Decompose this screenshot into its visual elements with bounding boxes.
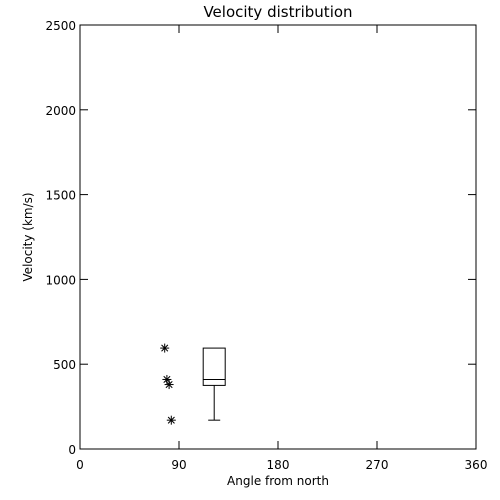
y-axis-label: Velocity (km/s) bbox=[21, 192, 35, 281]
data-point-stroke bbox=[167, 416, 175, 424]
data-point-stroke bbox=[163, 375, 171, 383]
y-tick-label: 1000 bbox=[45, 273, 76, 287]
data-point bbox=[164, 380, 174, 390]
x-tick-label: 180 bbox=[267, 458, 290, 472]
chart-title: Velocity distribution bbox=[203, 3, 352, 21]
x-tick-label: 360 bbox=[465, 458, 488, 472]
y-tick-label: 500 bbox=[53, 358, 76, 372]
x-tick-label: 90 bbox=[171, 458, 186, 472]
data-point-stroke bbox=[161, 344, 169, 352]
y-axis: 0 500 1000 1500 2000 2500 bbox=[45, 19, 476, 457]
y-tick-label: 1500 bbox=[45, 189, 76, 203]
plot-area bbox=[160, 343, 226, 425]
data-point-stroke bbox=[165, 381, 173, 389]
x-axis-label: Angle from north bbox=[227, 474, 329, 488]
plot-frame bbox=[79, 24, 477, 450]
data-point bbox=[166, 415, 176, 425]
y-tick-label: 2500 bbox=[45, 19, 76, 33]
data-point bbox=[160, 343, 170, 353]
x-tick-label: 0 bbox=[76, 458, 84, 472]
y-tick-label: 2000 bbox=[45, 104, 76, 118]
x-axis: 0 90 180 270 360 bbox=[76, 25, 487, 472]
x-tick-label: 270 bbox=[366, 458, 389, 472]
y-tick-label: 0 bbox=[68, 443, 76, 457]
